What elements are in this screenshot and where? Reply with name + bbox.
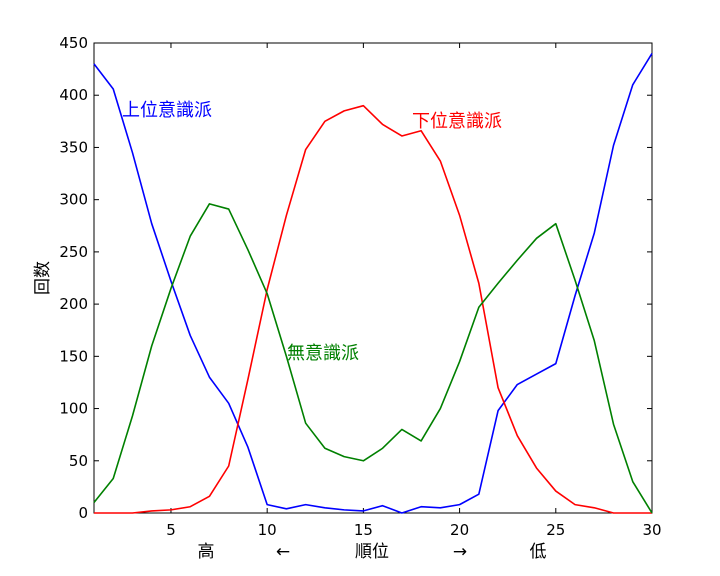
x-tick-label: 20 <box>450 521 469 539</box>
x-axis-label-high: 高 <box>198 542 215 562</box>
x-tick-label: 30 <box>642 521 661 539</box>
x-axis-label-left-arrow: ← <box>276 542 290 562</box>
y-tick-label: 100 <box>59 400 88 418</box>
y-tick-label: 250 <box>59 243 88 261</box>
plot-area <box>93 42 653 514</box>
x-axis-label-rank: 順位 <box>355 542 389 562</box>
x-tick-label: 25 <box>546 521 565 539</box>
x-axis-label-right-arrow: → <box>453 542 467 562</box>
x-tick-label: 15 <box>354 521 373 539</box>
y-tick-label: 150 <box>59 347 88 365</box>
y-tick-label: 350 <box>59 138 88 156</box>
axis-ticks: 0 50 100 150 200 250 300 350 400 450 5 10 15 20 25 30 <box>59 34 661 539</box>
y-tick-label: 200 <box>59 295 88 313</box>
y-tick-label: 450 <box>59 34 88 52</box>
y-tick-label: 400 <box>59 86 88 104</box>
y-tick-label: 0 <box>78 504 88 522</box>
series-label-lower: 下位意識派 <box>412 111 502 132</box>
series-lines <box>93 53 653 514</box>
y-tick-label: 50 <box>69 452 88 470</box>
y-tick-label: 300 <box>59 191 88 209</box>
x-axis-label-low: 低 <box>530 542 547 562</box>
x-tick-label: 10 <box>258 521 277 539</box>
series-line-1 <box>94 104 652 514</box>
x-tick-label: 5 <box>166 521 176 539</box>
series-label-unconscious: 無意識派 <box>287 343 359 364</box>
series-line-2 <box>93 203 653 514</box>
series-label-upper: 上位意識派 <box>122 100 212 121</box>
series-line-0 <box>93 53 653 514</box>
x-axis-label: 高 ← 順位 → 低 <box>198 542 547 562</box>
series-labels: 上位意識派 下位意識派 無意識派 <box>122 100 502 364</box>
y-axis-label: 回数 <box>33 261 53 295</box>
